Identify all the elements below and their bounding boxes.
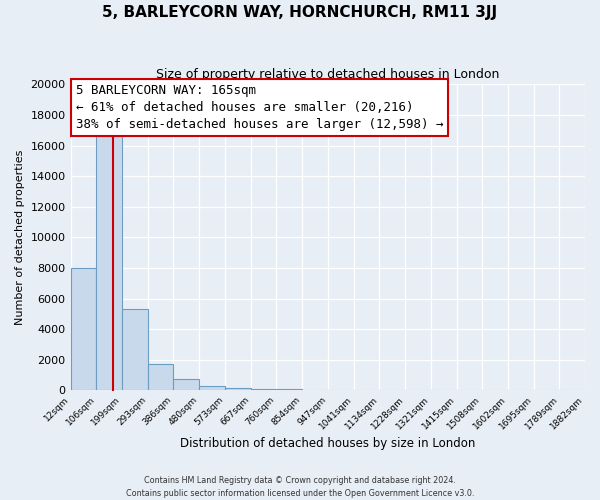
Bar xyxy=(173,379,199,390)
Bar xyxy=(277,388,302,390)
Bar xyxy=(251,388,277,390)
Bar xyxy=(225,388,251,390)
Y-axis label: Number of detached properties: Number of detached properties xyxy=(15,150,25,325)
Bar xyxy=(97,136,122,390)
Text: 5 BARLEYCORN WAY: 165sqm
← 61% of detached houses are smaller (20,216)
38% of se: 5 BARLEYCORN WAY: 165sqm ← 61% of detach… xyxy=(76,84,443,132)
Bar xyxy=(199,386,225,390)
X-axis label: Distribution of detached houses by size in London: Distribution of detached houses by size … xyxy=(180,437,475,450)
Bar xyxy=(71,268,97,390)
Bar xyxy=(122,310,148,390)
Text: 5, BARLEYCORN WAY, HORNCHURCH, RM11 3JJ: 5, BARLEYCORN WAY, HORNCHURCH, RM11 3JJ xyxy=(103,5,497,20)
Text: Contains HM Land Registry data © Crown copyright and database right 2024.
Contai: Contains HM Land Registry data © Crown c… xyxy=(126,476,474,498)
Title: Size of property relative to detached houses in London: Size of property relative to detached ho… xyxy=(156,68,499,80)
Bar xyxy=(148,364,173,390)
